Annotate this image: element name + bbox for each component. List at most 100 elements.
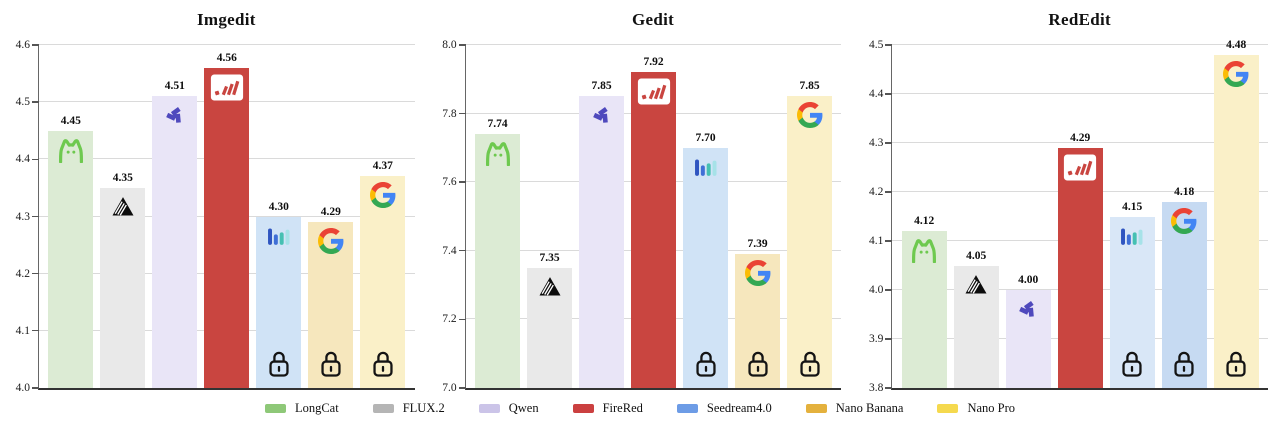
lock-icon [321, 351, 341, 377]
y-tick-mark [885, 289, 893, 291]
y-tick-mark [885, 387, 893, 389]
lock-icon [373, 351, 393, 377]
legend-label: Seedream4.0 [706, 401, 772, 415]
bar-firered [631, 72, 676, 388]
firered-icon [210, 74, 243, 101]
panel-imgedit: Imgedit 4.0 4.1 4.2 4.3 4.4 4.5 4.6 4.45 4.35 4… [0, 0, 427, 394]
longcat-icon [485, 142, 510, 167]
bars: 4.45 4.35 4.51 4.56 4.30 [39, 45, 415, 388]
y-tick-label: 4.4 [868, 88, 884, 100]
plot-area: 3.8 3.9 4.0 4.1 4.2 4.3 4.4 4.5 4.12 4.05 4.00 … [869, 39, 1269, 394]
bar-nano-banana [308, 222, 354, 388]
y-tick-label: 7.0 [442, 382, 457, 394]
bar-value-label: 4.05 [966, 249, 987, 262]
y-tick-label: 4.1 [15, 324, 30, 337]
bar-longcat [475, 134, 520, 388]
bar-slot-qwen: 4.51 [152, 45, 198, 388]
lock-icon [1174, 351, 1194, 377]
lock-holder [1118, 348, 1147, 380]
lock-icon [799, 351, 820, 377]
bar-icon-holder [1223, 60, 1249, 87]
bar-icon-holder [963, 272, 990, 295]
lock-holder [795, 348, 824, 380]
bar-slot-flux-2: 7.35 [527, 45, 572, 388]
seedream-icon [694, 159, 716, 176]
bar-flux-2 [100, 187, 146, 388]
bar-slot-nano-banana: 7.39 [735, 45, 780, 388]
bar-icon-holder [317, 228, 344, 255]
legend-item-nano-pro: Nano Pro [937, 401, 1015, 416]
y-tick-label: 4.2 [868, 186, 884, 199]
gridline [892, 142, 1269, 143]
panel-gedit: Gedit 7.0 7.2 7.4 7.6 7.8 8.0 7.74 7.35 7.85 7… [427, 0, 854, 394]
y-tick-mark [458, 250, 466, 252]
bar-slot-qwen: 7.85 [579, 45, 624, 388]
bar-qwen [579, 96, 624, 388]
bar-value-label: 4.15 [1122, 200, 1143, 213]
flux-icon [538, 277, 561, 296]
y-tick-mark [885, 191, 893, 193]
bar-qwen [1005, 290, 1051, 388]
y-tick-label: 4.2 [15, 267, 30, 280]
lock-icon [269, 351, 289, 377]
chart-title: RedEdit [1048, 10, 1111, 29]
bar-slot-firered: 4.29 [1057, 45, 1103, 388]
y-tick-label: 4.0 [15, 382, 30, 394]
y-tick-mark [458, 318, 466, 320]
lock-icon [1226, 351, 1246, 377]
y-tick-label: 7.4 [442, 244, 457, 257]
lock-holder [316, 348, 345, 380]
bar-slot-flux-2: 4.35 [100, 45, 146, 388]
legend-label: Nano Banana [835, 401, 904, 415]
chart-title: Imgedit [196, 10, 256, 29]
bar-icon-holder [1063, 154, 1097, 181]
bar-slot-nano-pro: 4.37 [360, 45, 406, 388]
flux-icon [965, 274, 987, 293]
google-g-icon [369, 182, 396, 209]
y-tick-mark [32, 330, 39, 332]
bar-seedream4-0 [683, 147, 728, 388]
legend-item-longcat: LongCat [264, 401, 339, 416]
bar-qwen [152, 96, 198, 388]
y-tick-label: 8.0 [442, 39, 457, 51]
bar-slot-longcat: 4.45 [48, 45, 94, 388]
bar-icon-holder [210, 74, 244, 101]
bar-value-label: 7.35 [539, 251, 560, 264]
y-tick-label: 4.5 [15, 96, 30, 109]
bar-nano-pro [787, 96, 832, 388]
bar-longcat [48, 130, 94, 388]
legend-label: LongCat [294, 401, 339, 415]
legend-item-nano-banana: Nano Banana [805, 401, 904, 416]
bar-value-label: 4.18 [1174, 185, 1195, 198]
chart-title: Gedit [631, 10, 675, 29]
legend-swatch [478, 404, 500, 413]
y-tick-mark [32, 215, 39, 217]
y-tick-label: 4.4 [15, 153, 30, 166]
y-tick-mark [885, 93, 893, 95]
y-tick-mark [885, 44, 893, 46]
y-tick-mark [32, 101, 39, 103]
bar-icon-holder [109, 194, 136, 217]
y-tick-label: 3.9 [868, 333, 884, 346]
legend-swatch [805, 404, 827, 413]
bar-icon-holder [692, 154, 720, 179]
google-g-icon [317, 228, 344, 255]
bar-icon-holder [56, 137, 86, 164]
bar-value-label: 4.29 [320, 206, 341, 219]
bar-value-label: 7.39 [747, 238, 768, 251]
bar-seedream4-0 [1109, 216, 1155, 388]
bar-slot-flux-2: 4.05 [953, 45, 999, 388]
y-tick-mark [458, 112, 466, 115]
lock-holder [1170, 348, 1199, 380]
bar-value-label: 4.48 [1226, 38, 1247, 51]
legend-label: FireRed [602, 401, 643, 415]
bar-nano-pro [360, 176, 406, 388]
legend: LongCat FLUX.2 Qwen FireRed Seedream4.0 Nano … [0, 401, 1280, 416]
legend-item-seedream4-0: Seedream4.0 [676, 401, 772, 416]
bar-flux-2 [527, 267, 572, 388]
y-tick-label: 7.8 [442, 107, 457, 120]
bar-value-label: 4.56 [216, 51, 237, 64]
google-g-icon [744, 260, 770, 287]
bar-value-label: 4.29 [1070, 131, 1091, 144]
